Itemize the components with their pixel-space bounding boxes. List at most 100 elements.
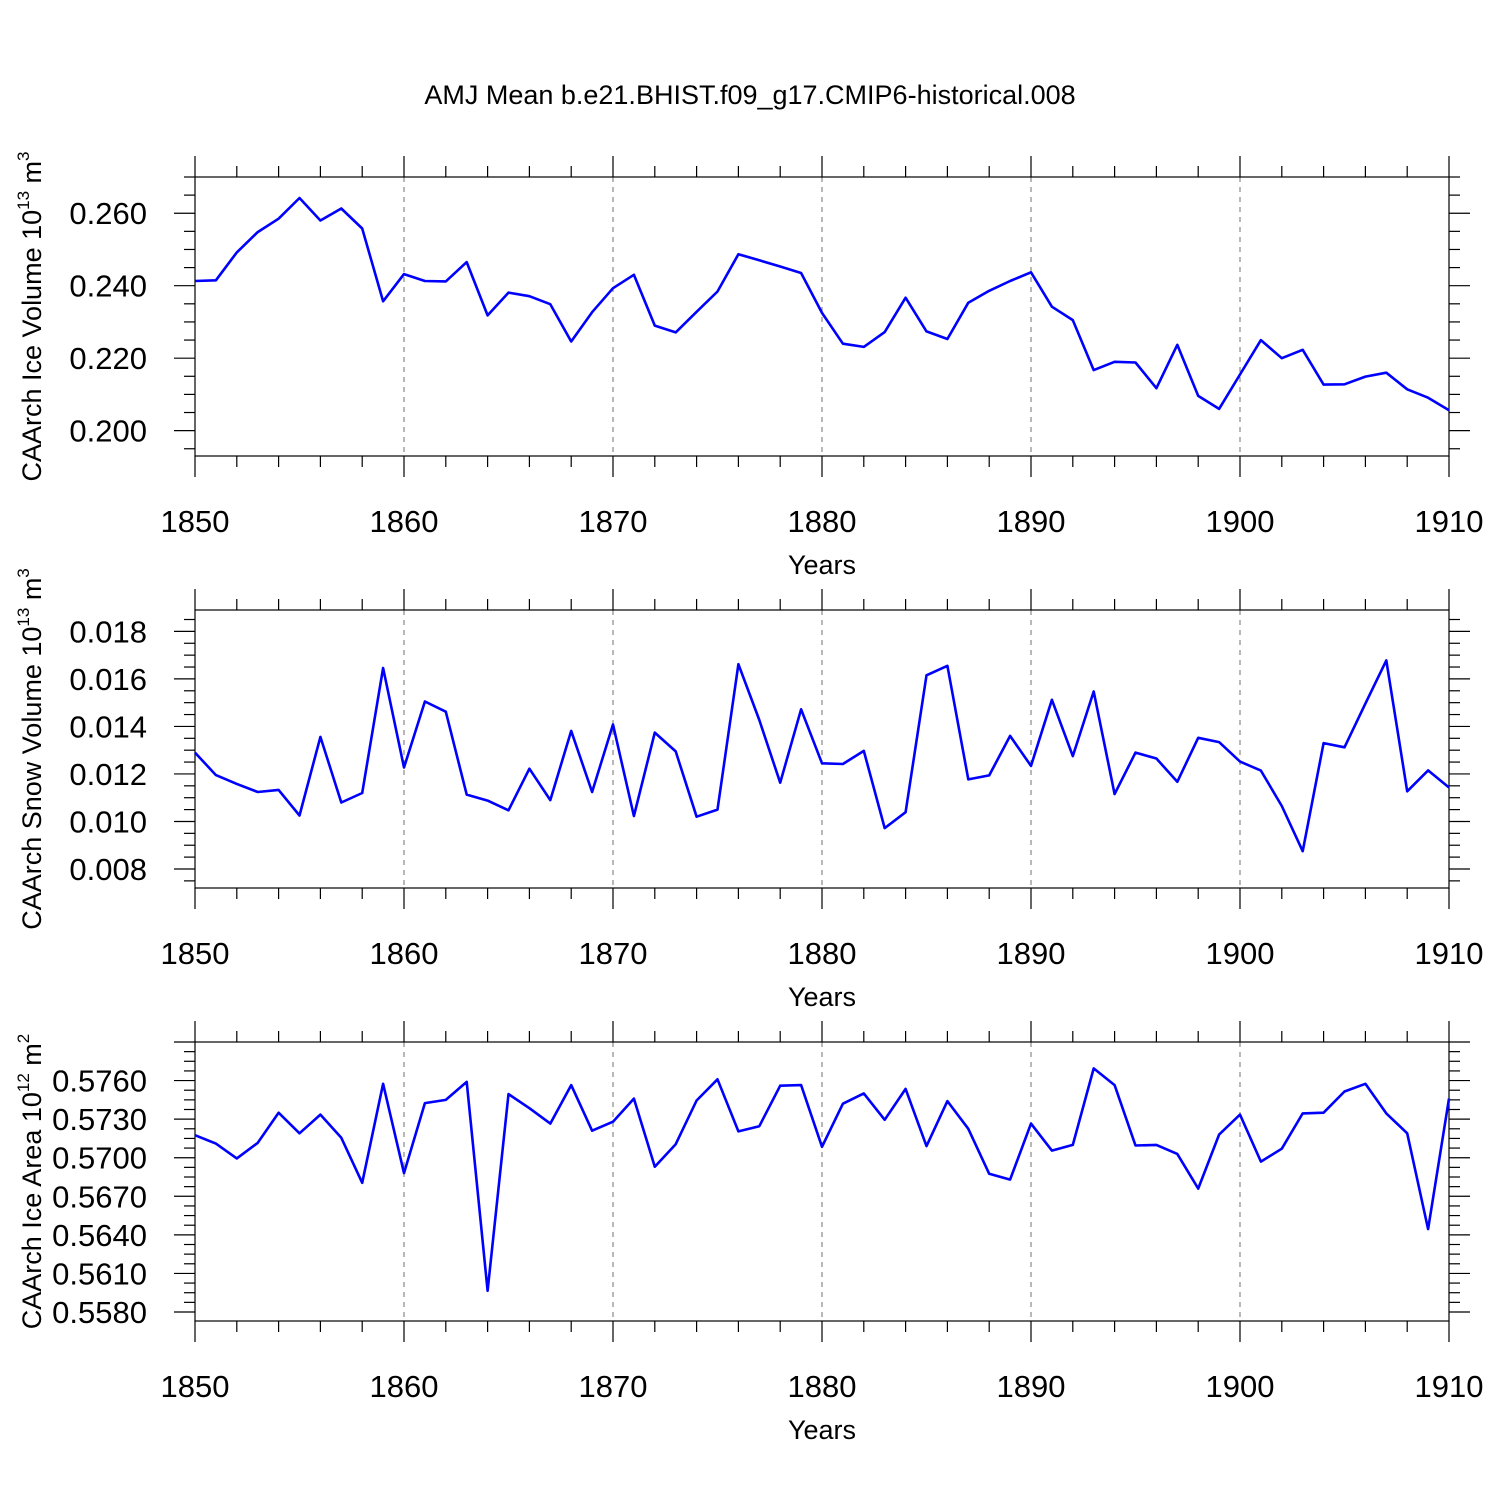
data-point: [1030, 1122, 1033, 1125]
data-point: [277, 789, 280, 792]
data-point: [1218, 1133, 1221, 1136]
data-point: [298, 197, 301, 200]
data-point: [988, 290, 991, 293]
series-line: [194, 659, 1450, 853]
data-point: [1301, 349, 1304, 352]
data-point: [1092, 1067, 1095, 1070]
data-point: [486, 799, 489, 802]
y-tick-label: 0.5610: [52, 1256, 147, 1291]
data-point: [1427, 769, 1430, 772]
x-tick-label: 1910: [1415, 504, 1484, 539]
data-point: [612, 1120, 615, 1123]
data-point: [1197, 1187, 1200, 1190]
y-tick-label: 0.5670: [52, 1179, 147, 1214]
x-tick-label: 1910: [1415, 936, 1484, 971]
data-point: [1260, 339, 1263, 342]
data-point: [674, 750, 677, 753]
data-point: [465, 261, 468, 264]
panel-1: 0.200 0.220 0.240 0.260 1850 1860 1870 1880 1890…: [14, 151, 1483, 580]
data-point: [298, 814, 301, 817]
data-point: [1343, 746, 1346, 749]
data-point: [361, 227, 364, 230]
data-point: [1364, 375, 1367, 378]
data-point: [1113, 1084, 1116, 1087]
y-tick-label: 0.5580: [52, 1295, 147, 1330]
data-point: [758, 259, 761, 262]
y-tick-label: 0.5640: [52, 1218, 147, 1253]
y-tick-label: 0.016: [69, 662, 147, 697]
data-point: [277, 1111, 280, 1114]
data-point: [946, 338, 949, 341]
x-tick-label: 1900: [1206, 936, 1275, 971]
data-point: [863, 750, 866, 753]
data-point: [674, 331, 677, 334]
data-point: [716, 808, 719, 811]
data-point: [1009, 280, 1012, 283]
y-tick-label: 0.260: [69, 196, 147, 231]
data-point: [716, 290, 719, 293]
data-point: [445, 710, 448, 713]
x-tick-label: 1860: [370, 936, 439, 971]
data-point: [236, 251, 239, 254]
data-point: [486, 1290, 489, 1293]
data-point: [904, 296, 907, 299]
y-axis-title-unit: m: [17, 161, 47, 191]
data-point: [382, 1083, 385, 1086]
data-point: [695, 311, 698, 314]
data-point: [1176, 1153, 1179, 1156]
data-point: [842, 342, 845, 345]
data-point: [319, 736, 322, 739]
data-point: [1364, 702, 1367, 705]
data-point: [779, 781, 782, 784]
data-point: [1448, 1097, 1451, 1100]
data-point: [1197, 395, 1200, 398]
data-point: [904, 1088, 907, 1091]
data-point: [1155, 1144, 1158, 1147]
data-point: [486, 314, 489, 317]
panels: 0.200 0.220 0.240 0.260 1850 1860 1870 1880 1890…: [14, 151, 1483, 1445]
data-point: [194, 1134, 197, 1137]
x-tick-label: 1910: [1415, 1369, 1484, 1404]
data-point: [591, 311, 594, 314]
data-point: [1051, 699, 1054, 702]
y-axis-title-main: CAArch Ice Volume 10: [17, 210, 47, 482]
data-point: [424, 1102, 427, 1105]
y-tick-label: 0.012: [69, 757, 147, 792]
data-point: [256, 231, 259, 234]
data-point: [507, 1093, 510, 1096]
data-point: [1134, 751, 1137, 754]
data-point: [570, 1084, 573, 1087]
data-point: [382, 300, 385, 303]
data-point: [1051, 305, 1054, 308]
data-point: [528, 295, 531, 298]
data-point: [382, 667, 385, 670]
x-axis-title: Years: [788, 550, 856, 580]
y-tick-label: 0.5730: [52, 1102, 147, 1137]
data-point: [1448, 786, 1451, 789]
data-point: [256, 1142, 259, 1145]
data-point: [340, 207, 343, 210]
data-point: [194, 751, 197, 754]
data-point: [800, 1084, 803, 1087]
x-tick-label: 1860: [370, 504, 439, 539]
y-tick-label: 0.010: [69, 804, 147, 839]
data-point: [465, 793, 468, 796]
y-axis-title-unit_exp: 2: [14, 1034, 33, 1043]
data-point: [904, 811, 907, 814]
data-point: [1281, 805, 1284, 808]
data-point: [1364, 1083, 1367, 1086]
data-point: [1301, 850, 1304, 853]
data-point: [277, 217, 280, 220]
x-tick-label: 1850: [161, 936, 230, 971]
data-point: [1218, 741, 1221, 744]
y-tick-label: 0.018: [69, 614, 147, 649]
data-point: [1406, 1132, 1409, 1135]
data-point: [1134, 361, 1137, 364]
data-point: [800, 272, 803, 275]
x-axis-title: Years: [788, 982, 856, 1012]
data-point: [1197, 737, 1200, 740]
data-point: [1218, 408, 1221, 411]
chart-title: AMJ Mean b.e21.BHIST.f09_g17.CMIP6-histo…: [424, 80, 1075, 110]
